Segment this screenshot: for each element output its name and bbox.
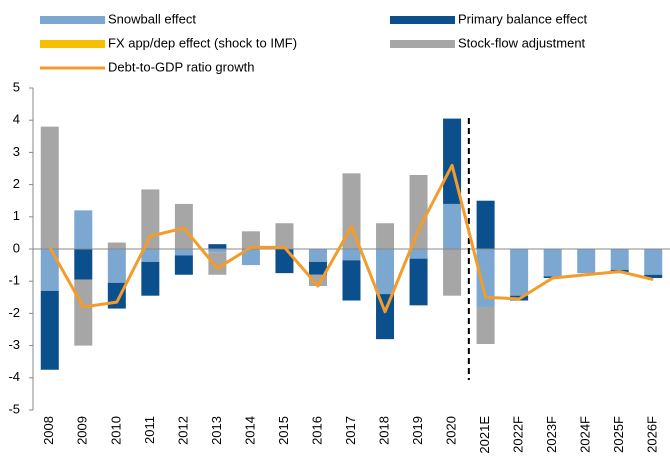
- y-tick-label: 2: [13, 176, 20, 191]
- legend-swatch: [390, 16, 455, 24]
- bar: [174, 203, 193, 249]
- bar: [208, 252, 227, 275]
- y-tick-label: 1: [13, 208, 20, 223]
- bar: [342, 249, 361, 261]
- bar: [40, 290, 59, 370]
- line: [48, 163, 654, 314]
- bar: [476, 306, 495, 344]
- legend-swatch: [40, 40, 105, 48]
- x-tick-label: 2025F: [611, 416, 626, 453]
- bar: [342, 173, 361, 249]
- bar: [577, 249, 596, 274]
- bar: [208, 249, 227, 253]
- x-tick-label: 2023F: [544, 416, 559, 453]
- bar: [275, 223, 294, 249]
- legend-swatch: [390, 40, 455, 48]
- x-tick-label: 2018: [376, 416, 391, 445]
- bar: [510, 249, 529, 296]
- bar: [476, 249, 495, 307]
- bar: [376, 294, 395, 340]
- bar: [174, 255, 193, 275]
- bar: [74, 249, 93, 280]
- bar: [40, 126, 59, 249]
- x-tick-label: 2022F: [511, 416, 526, 453]
- bar: [443, 249, 462, 296]
- x-tick-label: 2010: [108, 416, 123, 445]
- x-tick-label: 2009: [75, 416, 90, 445]
- bar: [443, 203, 462, 249]
- bar: [376, 223, 395, 249]
- bar: [40, 249, 59, 291]
- bar: [376, 249, 395, 295]
- bar: [644, 249, 663, 275]
- y-tick-label: -1: [8, 273, 20, 288]
- bar: [409, 249, 428, 259]
- x-tick-label: 2011: [142, 416, 157, 444]
- x-tick-label: 2008: [41, 416, 56, 445]
- bar: [141, 249, 160, 262]
- bar: [644, 274, 663, 278]
- y-tick-label: -2: [8, 305, 20, 320]
- legend-label: Debt-to-GDP ratio growth: [108, 59, 254, 74]
- x-tick-label: 2015: [276, 416, 291, 445]
- bar: [308, 249, 327, 262]
- x-tick-label: 2012: [175, 416, 190, 445]
- y-tick-label: 5: [13, 79, 20, 94]
- bar: [342, 260, 361, 301]
- legend-swatch: [40, 16, 105, 24]
- y-tick-label: 4: [13, 112, 20, 127]
- y-tick-label: -3: [8, 337, 20, 352]
- x-tick-label: 2014: [242, 416, 257, 445]
- bar: [141, 261, 160, 296]
- x-tick-label: 2026F: [645, 416, 660, 453]
- legend-label: FX app/dep effect (shock to IMF): [108, 35, 297, 50]
- x-tick-label: 2019: [410, 416, 425, 445]
- x-tick-label: 2021E: [477, 416, 492, 454]
- legend-label: Stock-flow adjustment: [458, 35, 586, 50]
- y-tick-label: 3: [13, 144, 20, 159]
- bar: [275, 249, 294, 274]
- bar: [241, 231, 260, 249]
- bar: [476, 200, 495, 249]
- bar: [107, 249, 126, 283]
- legend-label: Primary balance effect: [458, 11, 587, 26]
- x-tick-label: 2020: [444, 416, 459, 445]
- bar: [174, 249, 193, 256]
- bar: [208, 244, 227, 249]
- x-tick-label: 2024F: [578, 416, 593, 453]
- bar: [107, 242, 126, 249]
- bar: [543, 249, 562, 277]
- bar: [308, 261, 327, 275]
- x-tick-label: 2013: [209, 416, 224, 445]
- y-tick-label: -4: [8, 369, 20, 384]
- x-tick-label: 2017: [343, 416, 358, 445]
- bar: [409, 174, 428, 249]
- x-tick-label: 2016: [309, 416, 324, 445]
- bar: [74, 279, 93, 346]
- bar: [241, 249, 260, 266]
- bar: [74, 210, 93, 249]
- y-tick-label: 0: [13, 240, 20, 255]
- bar: [409, 258, 428, 306]
- bar: [610, 249, 629, 270]
- legend-label: Snowball effect: [108, 11, 196, 26]
- y-tick-label: -5: [8, 401, 20, 416]
- bar: [141, 189, 160, 249]
- bar: [308, 274, 327, 287]
